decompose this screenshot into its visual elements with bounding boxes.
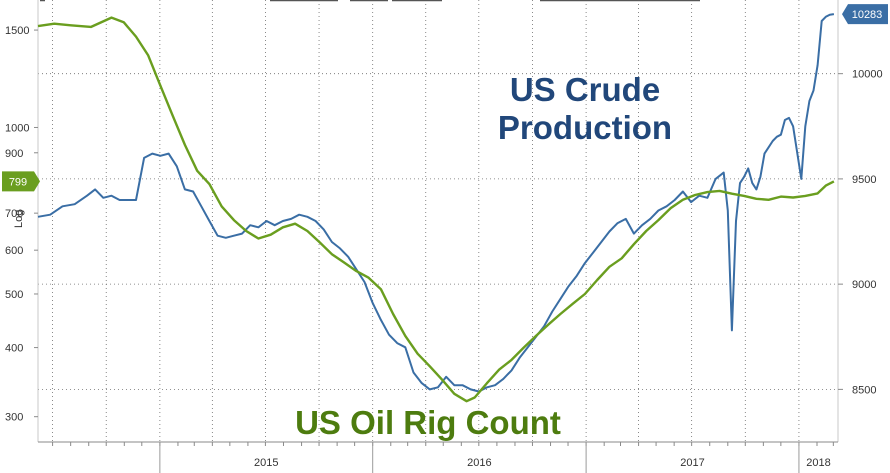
right-tick-label: 10000 xyxy=(852,69,883,81)
crude-production-label: US Crude xyxy=(510,71,660,108)
rig-count-label: US Oil Rig Count xyxy=(295,404,561,441)
left-axis-scale-label: Log xyxy=(13,210,25,228)
x-tick-label: 2018 xyxy=(806,457,830,469)
left-axis-ticks: 30040050060070080090010001500Log xyxy=(5,25,38,424)
left-tick-label: 900 xyxy=(5,148,23,160)
rig-count-value-tag xyxy=(2,171,40,192)
left-tick-label: 1000 xyxy=(5,122,29,134)
left-tick-label: 1500 xyxy=(5,25,29,37)
left-tick-label: 700 xyxy=(5,208,23,220)
right-tick-label: 9000 xyxy=(852,279,876,291)
crude-production-value-tag-text: 10283 xyxy=(852,9,883,21)
rig-count-line xyxy=(37,16,835,403)
x-tick-label: 2016 xyxy=(467,457,491,469)
right-tick-label: 8500 xyxy=(852,384,876,396)
left-tick-label: 400 xyxy=(5,343,23,355)
x-axis: 2015 2016 2017 2018 xyxy=(52,442,834,473)
series-lines xyxy=(37,13,835,403)
value-tags: 799 10283 xyxy=(2,4,888,192)
right-axis-ticks: 8500 9000 9500 10000 xyxy=(838,69,883,396)
crude-production-value-tag xyxy=(842,4,888,25)
x-tick-label: 2017 xyxy=(680,457,704,469)
chart-grid xyxy=(38,0,838,442)
crude-production-line xyxy=(37,13,835,393)
right-tick-label: 9500 xyxy=(852,174,876,186)
left-tick-label: 500 xyxy=(5,289,23,301)
rig-count-value-tag-text: 799 xyxy=(9,176,27,188)
left-tick-label: 600 xyxy=(5,245,23,257)
crude-production-label: Production xyxy=(498,109,672,146)
x-tick-label: 2015 xyxy=(254,457,278,469)
left-tick-label: 300 xyxy=(5,412,23,424)
